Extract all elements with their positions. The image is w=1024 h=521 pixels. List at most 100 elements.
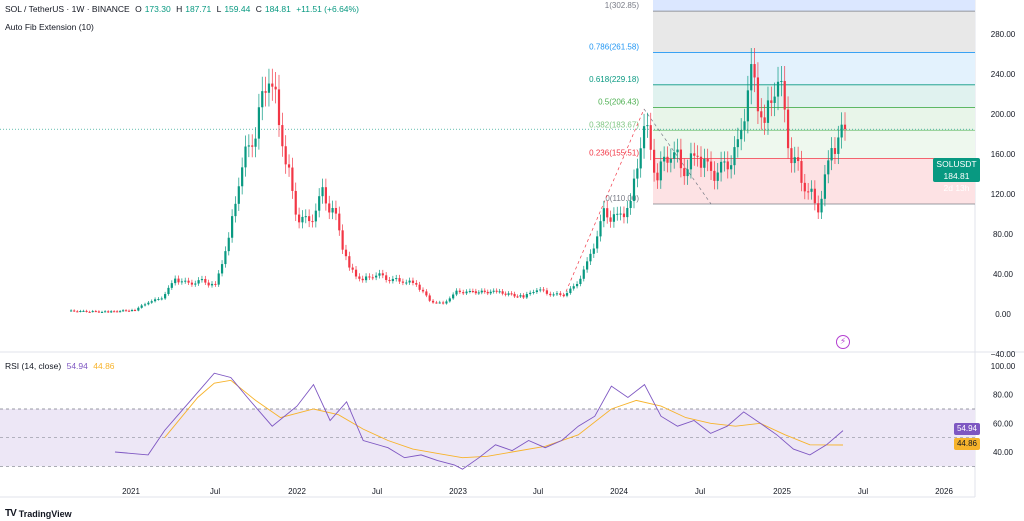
candle-body (519, 295, 522, 297)
candle-body (763, 117, 766, 123)
candle-body (800, 161, 803, 183)
candle-body (673, 152, 676, 159)
open-label: O (135, 4, 142, 14)
candle-body (483, 290, 486, 292)
candle-body (361, 278, 364, 281)
candle-body (401, 281, 405, 283)
candle-body (438, 302, 441, 304)
candle-body (334, 207, 338, 214)
price-tick-label: 280.00 (991, 30, 1016, 39)
candle-body (76, 311, 79, 313)
candle-body (666, 156, 669, 163)
candle-body (321, 187, 324, 197)
rsi-header[interactable]: RSI (14, close) 54.94 44.86 (5, 361, 115, 371)
lightning-icon[interactable]: ⚡ (836, 335, 850, 349)
candle-body (180, 281, 183, 283)
candle-body (589, 253, 592, 262)
candle-body (733, 147, 736, 166)
candle-body (435, 302, 438, 304)
candle-body (693, 153, 696, 156)
candle-body (642, 126, 646, 149)
high-label: H (176, 4, 183, 14)
fib-label: 0.618(229.18) (589, 75, 639, 84)
candle-body (277, 89, 281, 126)
candle-body (261, 91, 264, 108)
candle-body (575, 284, 579, 287)
candle-body (425, 291, 428, 296)
time-tick-label: 2022 (288, 487, 306, 496)
candle-body (723, 161, 726, 163)
candle-body (676, 149, 679, 153)
candle-body (793, 157, 796, 164)
fib-label: 0.382(183.67) (589, 120, 639, 129)
candle-body (153, 299, 157, 302)
candle-body (431, 300, 435, 303)
candle-body (314, 210, 317, 222)
candle-body (354, 269, 358, 277)
candle-body (639, 148, 642, 169)
candle-body (746, 90, 749, 122)
low-label: L (216, 4, 222, 14)
tradingview-logo[interactable]: TV TradingView (5, 508, 72, 519)
candle-body (150, 301, 153, 303)
candle-body (592, 248, 595, 254)
candle-body (753, 64, 756, 78)
candle-body (833, 148, 837, 154)
candle-body (696, 155, 699, 157)
candle-body (709, 161, 713, 171)
candle-body (616, 213, 619, 215)
candle-body (649, 125, 652, 150)
candle-body (157, 298, 160, 300)
candle-body (395, 278, 398, 280)
candle-body (719, 161, 723, 173)
candle-body (679, 149, 682, 169)
candle-body (147, 302, 150, 305)
candle-body (224, 251, 227, 265)
candle-body (817, 203, 820, 213)
candle-body (107, 311, 110, 313)
candle-body (318, 196, 321, 211)
candle-body (127, 310, 131, 312)
candle-body (606, 208, 609, 218)
fib-zone (653, 107, 975, 131)
candle-body (609, 217, 612, 222)
candle-body (669, 158, 672, 163)
time-tick-label: Jul (210, 487, 220, 496)
candle-body (656, 172, 659, 181)
symbol-title[interactable]: SOL / TetherUS · 1W · BINANCE (5, 4, 130, 14)
candle-body (646, 125, 649, 127)
candle-body (726, 161, 729, 170)
candle-body (297, 214, 301, 223)
time-tick-label: 2021 (122, 487, 140, 496)
candle-body (237, 186, 240, 204)
candle-body (170, 283, 173, 288)
candle-body (85, 310, 88, 312)
candle-body (421, 289, 425, 292)
candle-body (686, 169, 689, 177)
candle-body (294, 190, 297, 215)
candle-body (381, 273, 384, 276)
candle-body (827, 160, 830, 175)
candle-body (121, 310, 125, 312)
candle-body (532, 292, 535, 294)
candle-body (364, 276, 368, 281)
price-tag-countdown: 2d 13h (943, 183, 970, 193)
fib-zone-top (653, 0, 975, 12)
candle-body (495, 290, 498, 292)
indicator-name[interactable]: Auto Fib Extension (10) (5, 22, 94, 32)
candle-body (405, 282, 408, 284)
candle-body (69, 310, 73, 312)
candle-body (254, 138, 257, 147)
candle-body (513, 293, 516, 297)
candle-body (770, 100, 773, 103)
candle-body (562, 294, 565, 296)
candle-body (455, 290, 458, 295)
candle-body (88, 311, 91, 313)
candle-body (124, 310, 128, 312)
candle-body (442, 302, 445, 304)
candle-body (522, 295, 525, 298)
open-value: 173.30 (144, 4, 171, 14)
candle-body (391, 278, 394, 282)
